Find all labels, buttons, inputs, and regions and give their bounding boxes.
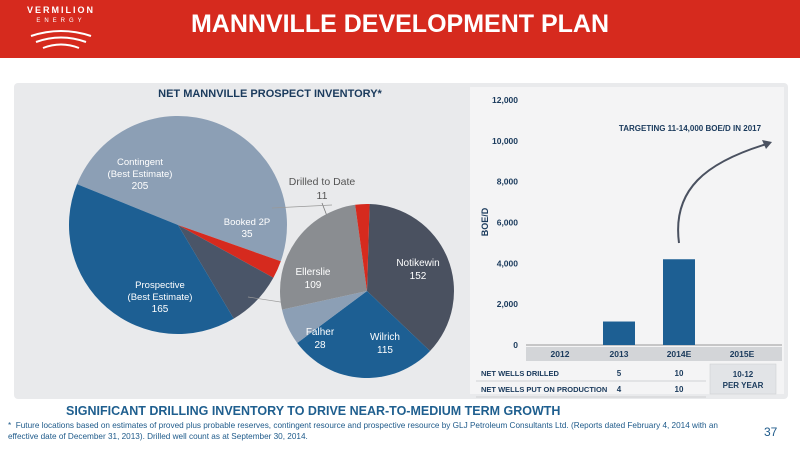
pie-chart-breakdown: Notikewin 152 Wilrich 115 Falher 28 Ellerslie 1… <box>280 204 454 379</box>
pie1-slice-1 <box>178 225 281 278</box>
bar-2 <box>663 259 695 345</box>
logo-mark-icon <box>30 30 92 49</box>
y-tick-label-2: 4,000 <box>497 258 519 268</box>
x-tick-label-1: 2013 <box>610 349 629 359</box>
footer-subtitle: SIGNIFICANT DRILLING INVENTORY TO DRIVE … <box>66 404 561 418</box>
pie-chart-main: Contingent(Best Estimate)205 Drilled to D… <box>69 116 355 334</box>
pie2-label-2: Falher <box>306 327 335 338</box>
pie2-slice-1 <box>297 291 431 379</box>
pie2-value-3: 109 <box>305 280 322 291</box>
logo: VERMILION ENERGY <box>6 0 116 58</box>
trend-arrow-line <box>677 142 771 244</box>
pie1-slice-3 <box>69 184 234 334</box>
x-category-band <box>526 347 782 361</box>
page-title: MANNVILLE DEVELOPMENT PLAN <box>190 10 610 38</box>
pie-connector-top <box>271 204 333 209</box>
pie1-label-3: Prospective <box>135 280 185 291</box>
pie2-label-1: Wilrich <box>370 332 400 343</box>
bar-chart: 0 2,000 4,000 6,000 8,000 10,000 12,000 BOE/D 20… <box>480 95 782 361</box>
footnote: * Future locations based on estimates of… <box>8 420 748 442</box>
pie1-sublabel-3: (Best Estimate) <box>128 292 193 303</box>
table-cell-0-1: 10 <box>675 369 684 378</box>
y-tick-label-1: 2,000 <box>497 299 519 309</box>
y-axis-label: BOE/D <box>480 207 490 236</box>
pie1-slice-2 <box>178 225 274 319</box>
y-tick-label-4: 8,000 <box>497 177 519 187</box>
pie2-slice-2 <box>282 291 367 343</box>
table-row-label-1: NET WELLS PUT ON PRODUCTION <box>481 385 607 394</box>
pie1-label-0: Contingent <box>117 157 163 168</box>
pie2-slice-0 <box>367 204 454 351</box>
pie1-value-0: 205 <box>132 181 149 192</box>
logo-name: VERMILION <box>26 5 95 15</box>
y-tick-label-0: 0 <box>513 340 518 350</box>
pie2-label-3: Ellerslie <box>295 267 330 278</box>
bar-annotation: TARGETING 11-14,000 BOE/D IN 2017 <box>619 124 762 133</box>
page-number: 37 <box>764 425 778 439</box>
header-bar <box>0 0 800 58</box>
table-merged-line-0: 10-12 <box>733 370 754 379</box>
trend-arrow-head <box>762 140 772 149</box>
table-row-label-0: NET WELLS DRILLED <box>481 369 559 378</box>
footnote-marker: * <box>8 421 12 430</box>
x-tick-label-3: 2015E <box>730 349 755 359</box>
pie2-value-0: 152 <box>410 271 427 282</box>
bar-1 <box>603 321 635 345</box>
pie1-sublabel-0: (Best Estimate) <box>108 169 173 180</box>
pie1-value-1: 11 <box>317 190 328 202</box>
pie1-label-2: Booked 2P <box>224 217 270 228</box>
table-cell-0-0: 5 <box>617 369 622 378</box>
footnote-text: Future locations based on estimates of p… <box>8 421 718 441</box>
pie1-value-3: 165 <box>152 304 169 315</box>
x-tick-label-2: 2014E <box>667 349 692 359</box>
pie1-label-1: Drilled to Date <box>289 176 356 188</box>
pie2-value-2: 28 <box>314 340 326 351</box>
table-merged-cell <box>709 363 777 395</box>
y-tick-label-3: 6,000 <box>497 218 519 228</box>
wells-table: NET WELLS DRILLED 5 10 NET WELLS PUT ON PRO… <box>476 363 777 398</box>
x-tick-label-0: 2012 <box>551 349 570 359</box>
pie2-label-0: Notikewin <box>396 258 439 269</box>
pie2-slice-3 <box>280 204 367 310</box>
pie1-value-2: 35 <box>241 229 253 240</box>
y-tick-label-5: 10,000 <box>492 136 518 146</box>
table-merged-line-1: PER YEAR <box>723 381 764 390</box>
pie1-slice-0 <box>76 116 287 262</box>
y-tick-label-6: 12,000 <box>492 95 518 105</box>
table-cell-1-0: 4 <box>617 385 622 394</box>
table-cell-1-1: 10 <box>675 385 684 394</box>
pie2-slice-4 <box>355 204 370 291</box>
pie-chart-title: NET MANNVILLE PROSPECT INVENTORY* <box>158 88 382 100</box>
pie2-value-1: 115 <box>377 345 393 356</box>
logo-sub: ENERGY <box>36 18 86 24</box>
